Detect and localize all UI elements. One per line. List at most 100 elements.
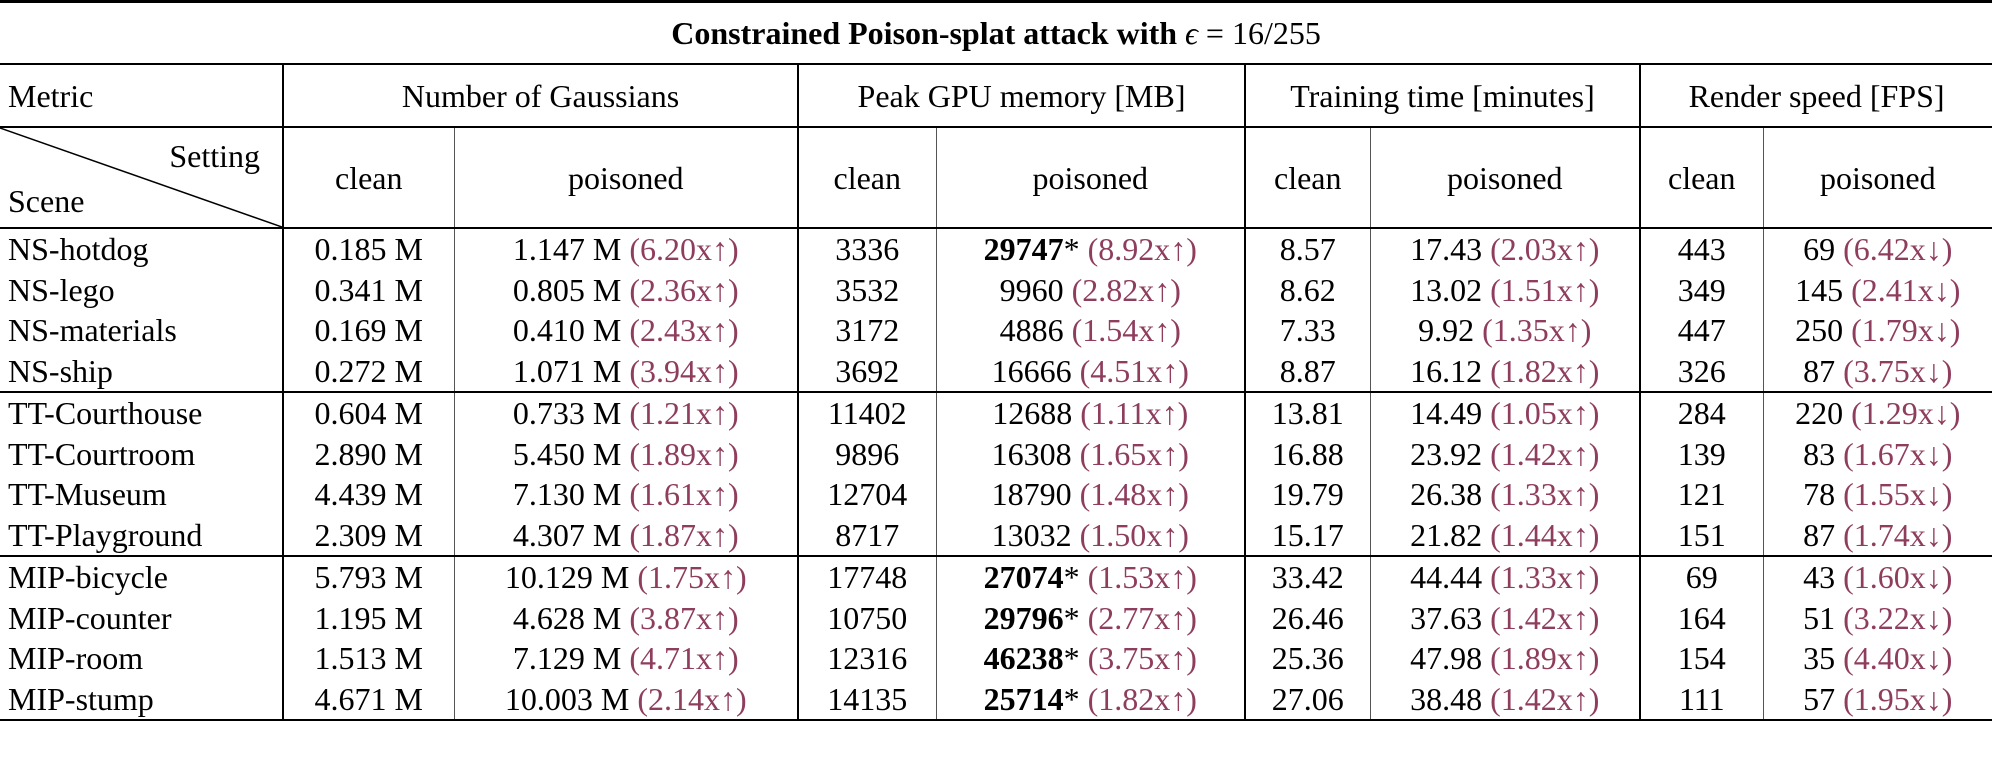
- table-title: Constrained Poison-splat attack with ϵ =…: [0, 0, 1992, 65]
- scene-name: NS-ship: [0, 350, 284, 393]
- increase-ratio: (1.42x↑): [1490, 680, 1600, 717]
- fps-clean: 121: [1640, 474, 1764, 515]
- gaussians-poisoned: 10.129 M (1.75x↑): [454, 556, 799, 598]
- scene-text: NS-materials: [8, 312, 177, 349]
- gaussians-poisoned: 0.410 M (2.43x↑): [454, 310, 799, 351]
- metric-header-time: Training time [minutes]: [1245, 64, 1641, 128]
- value: 2.309 M: [314, 516, 423, 553]
- scene-label: Scene: [8, 183, 85, 219]
- increase-ratio: (2.43x↑): [629, 312, 739, 349]
- decrease-ratio: (3.22x↓): [1843, 599, 1953, 636]
- gaussians-clean: 0.341 M: [283, 269, 455, 310]
- scene-name: TT-Courthouse: [0, 392, 284, 434]
- time-clean: 19.79: [1245, 474, 1371, 515]
- header-poisoned: poisoned: [936, 127, 1246, 229]
- scene-text: TT-Courtroom: [8, 435, 196, 472]
- fps-clean: 349: [1640, 269, 1764, 310]
- value: 1.513 M: [314, 640, 423, 677]
- increase-ratio: (2.14x↑): [637, 680, 747, 717]
- increase-ratio: (2.82x↑): [1071, 271, 1181, 308]
- time-poisoned: 26.38 (1.33x↑): [1370, 474, 1641, 515]
- memory-clean: 9896: [798, 433, 937, 474]
- increase-ratio: (3.75x↑): [1087, 640, 1197, 677]
- value: 44.44: [1410, 559, 1483, 596]
- memory-poisoned: 25714* (1.82x↑): [936, 678, 1246, 721]
- diagonal-rule: [0, 128, 282, 227]
- value: 3336: [835, 231, 900, 268]
- metric-header-fps: Render speed [FPS]: [1640, 64, 1992, 128]
- scene-text: MIP-bicycle: [8, 559, 168, 596]
- memory-poisoned: 16666 (4.51x↑): [936, 350, 1246, 393]
- scene-text: TT-Museum: [8, 476, 167, 513]
- increase-ratio: (1.75x↑): [637, 559, 747, 596]
- value: 12688: [992, 395, 1073, 432]
- value: 10.003 M: [504, 680, 630, 717]
- value: 8.62: [1279, 271, 1336, 308]
- memory-poisoned: 13032 (1.50x↑): [936, 514, 1246, 557]
- increase-ratio: (1.53x↑): [1087, 559, 1197, 596]
- gaussians-poisoned: 5.450 M (1.89x↑): [454, 433, 799, 474]
- gaussians-poisoned: 1.071 M (3.94x↑): [454, 350, 799, 393]
- value: 38.48: [1410, 680, 1483, 717]
- increase-ratio: (3.87x↑): [629, 599, 739, 636]
- time-clean: 16.88: [1245, 433, 1371, 474]
- value: 121: [1677, 476, 1726, 513]
- scene-name: MIP-counter: [0, 597, 284, 638]
- increase-ratio: (3.94x↑): [629, 352, 739, 389]
- increase-ratio: (4.71x↑): [629, 640, 739, 677]
- memory-clean: 3336: [798, 228, 937, 270]
- time-clean: 13.81: [1245, 392, 1371, 434]
- memory-clean: 3172: [798, 310, 937, 351]
- value: 51: [1803, 599, 1836, 636]
- increase-ratio: (1.44x↑): [1490, 516, 1600, 553]
- gaussians-clean: 1.195 M: [283, 597, 455, 638]
- increase-ratio: (1.05x↑): [1490, 395, 1600, 432]
- value: 25.36: [1271, 640, 1344, 677]
- gaussians-clean: 0.169 M: [283, 310, 455, 351]
- table-row: MIP-counter 1.195 M 4.628 M (3.87x↑) 10750 2…: [0, 597, 1992, 639]
- footnote-star: *: [1063, 680, 1080, 717]
- table-row: NS-hotdog 0.185 M 1.147 M (6.20x↑) 3336 2974…: [0, 228, 1992, 270]
- time-clean: 25.36: [1245, 638, 1371, 679]
- metric-header-gaussians: Number of Gaussians: [283, 64, 799, 128]
- value: 284: [1677, 395, 1726, 432]
- gaussians-clean: 0.604 M: [283, 392, 455, 434]
- fps-poisoned: 250 (1.79x↓): [1763, 310, 1992, 351]
- gaussians-poisoned: 4.307 M (1.87x↑): [454, 514, 799, 557]
- time-clean: 27.06: [1245, 678, 1371, 721]
- fps-clean: 447: [1640, 310, 1764, 351]
- value: 0.185 M: [314, 231, 423, 268]
- scene-text: MIP-counter: [8, 599, 172, 636]
- title-prefix: Constrained Poison-splat attack with: [671, 15, 1186, 51]
- header-clean: clean: [1245, 127, 1371, 229]
- value: 16308: [991, 435, 1072, 472]
- memory-clean: 11402: [798, 392, 937, 434]
- value: 27074: [983, 559, 1064, 596]
- decrease-ratio: (1.55x↓): [1843, 476, 1953, 513]
- gaussians-poisoned: 7.129 M (4.71x↑): [454, 638, 799, 679]
- increase-ratio: (4.51x↑): [1079, 352, 1189, 389]
- scene-text: NS-hotdog: [8, 231, 149, 268]
- increase-ratio: (2.77x↑): [1087, 599, 1197, 636]
- value: 14135: [827, 680, 908, 717]
- scene-text: MIP-room: [8, 640, 144, 677]
- value: 16.88: [1271, 435, 1344, 472]
- table-row: MIP-stump 4.671 M 10.003 M (2.14x↑) 14135 25…: [0, 678, 1992, 721]
- fps-poisoned: 51 (3.22x↓): [1763, 598, 1992, 639]
- value: 10.129 M: [504, 559, 630, 596]
- gaussians-poisoned: 4.628 M (3.87x↑): [454, 597, 799, 638]
- time-poisoned: 13.02 (1.51x↑): [1370, 269, 1641, 310]
- value: 15.17: [1271, 516, 1344, 553]
- increase-ratio: (1.50x↑): [1079, 516, 1189, 553]
- value: 17.43: [1410, 231, 1483, 268]
- memory-clean: 17748: [798, 556, 937, 598]
- fps-clean: 139: [1640, 433, 1764, 474]
- value: 7.130 M: [512, 476, 622, 513]
- value: 8717: [835, 516, 900, 553]
- table-row: MIP-room 1.513 M 7.129 M (4.71x↑) 12316 4623…: [0, 638, 1992, 679]
- value: 4.307 M: [512, 516, 622, 553]
- fps-poisoned: 220 (1.29x↓): [1763, 392, 1992, 434]
- time-poisoned: 23.92 (1.42x↑): [1370, 433, 1641, 474]
- value: 5.450 M: [512, 435, 622, 472]
- decrease-ratio: (1.79x↓): [1851, 312, 1961, 349]
